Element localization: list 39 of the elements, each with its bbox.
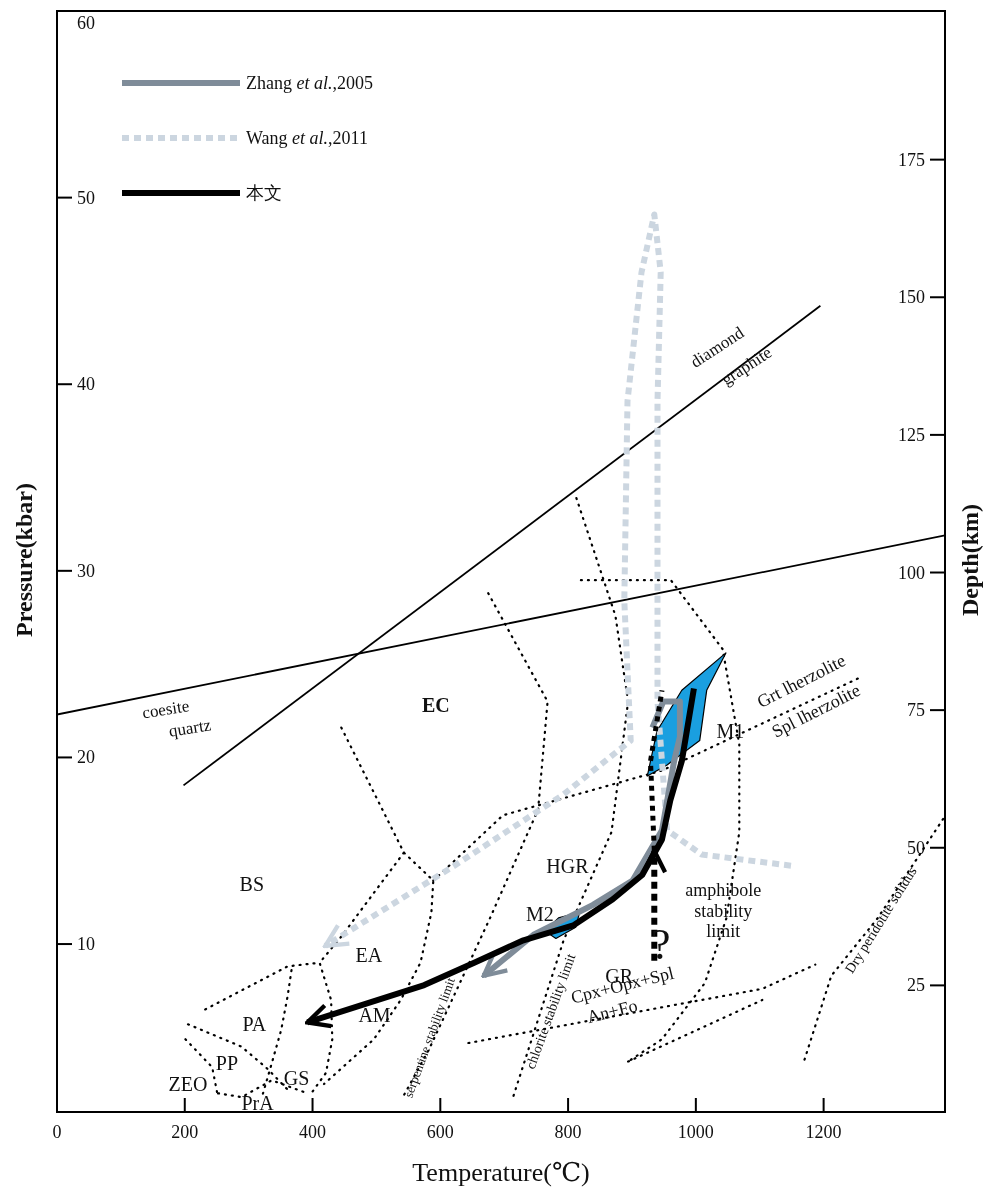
x-tick-label: 800 <box>554 1122 582 1142</box>
y2-tick-label: 175 <box>898 149 925 170</box>
annotation: HGR <box>546 854 590 877</box>
legend-label: 本文 <box>246 183 282 203</box>
y-tick-label: 60 <box>77 13 95 33</box>
y2-tick-label: 75 <box>907 700 925 721</box>
y-tick-label: 30 <box>77 560 95 581</box>
annotation: BS <box>239 873 265 896</box>
legend-label: Wang et al.,2011 <box>246 128 368 148</box>
y2-tick-label: 25 <box>907 975 925 996</box>
annotation: M2 <box>526 903 554 926</box>
y-tick-label: 10 <box>77 934 95 955</box>
x-tick-label: 1200 <box>805 1122 842 1142</box>
annotation: PrA <box>241 1091 275 1114</box>
x-axis-title: Temperature(℃) <box>412 1157 590 1187</box>
y-axis-title: Pressure(kbar) <box>11 483 37 637</box>
y2-axis-title: Depth(km) <box>957 504 983 616</box>
y-tick-label: 40 <box>77 374 95 395</box>
y2-tick-label: 125 <box>898 424 925 445</box>
annotation: AM <box>358 1003 391 1026</box>
annotation: PP <box>215 1052 239 1075</box>
annotation: EC <box>421 694 450 717</box>
x-tick-label: 0 <box>52 1122 62 1142</box>
x-tick-label: 400 <box>299 1122 327 1142</box>
x-tick-label: 1000 <box>677 1122 714 1142</box>
annotation: amphibole stability limit <box>685 880 762 942</box>
x-tick-label: 200 <box>171 1122 199 1142</box>
y2-tick-label: 150 <box>898 287 925 308</box>
annotation: EA <box>355 944 383 967</box>
annotation: M1 <box>716 720 745 743</box>
y-tick-label: 50 <box>77 187 95 208</box>
y2-tick-label: 50 <box>907 837 925 858</box>
legend-label: Zhang et al.,2005 <box>246 73 373 93</box>
annotation: GS <box>283 1067 310 1090</box>
annotation: PA <box>242 1013 267 1036</box>
x-tick-label: 600 <box>426 1122 454 1142</box>
y2-tick-label: 100 <box>898 562 925 583</box>
y-tick-label: 20 <box>77 747 95 768</box>
annotation: ZEO <box>168 1073 208 1096</box>
